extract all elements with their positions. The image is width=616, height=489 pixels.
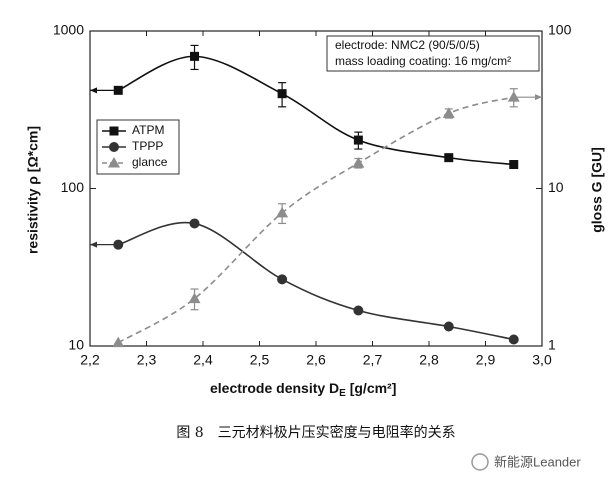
marker [276, 206, 289, 218]
x-tick-label: 2,7 [363, 352, 383, 368]
legend-label: ATPM [132, 123, 164, 137]
annotation: mass loading coating: 16 mg/cm² [335, 54, 511, 68]
x-tick-label: 2,3 [137, 352, 157, 368]
marker [442, 107, 455, 118]
marker [277, 274, 288, 285]
marker [188, 292, 201, 304]
marker [444, 153, 454, 163]
marker [109, 142, 119, 152]
marker [113, 239, 124, 250]
y2-axis-label: gloss G [GU] [589, 147, 605, 233]
marker [109, 126, 119, 136]
watermark-icon [471, 453, 489, 471]
x-tick-label: 2,4 [193, 352, 213, 368]
marker [190, 51, 200, 61]
marker [112, 336, 125, 348]
y-tick-label: 1000 [53, 22, 84, 38]
axis-arrow-head [90, 87, 97, 94]
legend-label: TPPP [132, 139, 163, 153]
x-axis-label: electrode density DE [g/cm²] [210, 380, 396, 399]
legend-label: glance [132, 155, 168, 169]
marker [113, 85, 123, 95]
x-tick-label: 2,6 [306, 352, 326, 368]
marker [507, 91, 520, 102]
axis-arrow-head [535, 94, 542, 101]
x-tick-label: 2,9 [476, 352, 496, 368]
marker [509, 160, 519, 170]
y2-tick-label: 10 [548, 179, 564, 195]
y-tick-label: 100 [61, 179, 85, 195]
series-line [118, 221, 514, 341]
marker [353, 305, 364, 316]
marker [108, 157, 120, 168]
marker [277, 89, 287, 99]
watermark: 新能源Leander [494, 454, 581, 469]
x-axis-label-unit: [g/cm²] [346, 380, 397, 396]
marker [443, 321, 454, 332]
marker [353, 135, 363, 145]
x-tick-label: 2,5 [250, 352, 270, 368]
marker [189, 218, 200, 229]
x-tick-label: 2,2 [80, 352, 100, 368]
y2-tick-label: 100 [548, 22, 572, 38]
x-axis-label-text: electrode density D [210, 380, 339, 396]
x-tick-label: 3,0 [532, 352, 552, 368]
annotation-box [326, 35, 540, 72]
marker [352, 157, 365, 168]
y2-tick-label: 1 [548, 337, 556, 353]
axis-arrow-head [90, 241, 97, 248]
marker [508, 334, 519, 345]
y-tick-label: 10 [68, 337, 84, 353]
x-axis-label-sub: E [339, 388, 346, 399]
y-axis-label: resistivity ρ [Ω*cm] [25, 126, 41, 254]
x-tick-label: 2,8 [419, 352, 439, 368]
annotation: electrode: NMC2 (90/5/0/5) [335, 38, 480, 52]
caption: 图 8 三元材料极片压实密度与电阻率的关系 [176, 424, 455, 441]
